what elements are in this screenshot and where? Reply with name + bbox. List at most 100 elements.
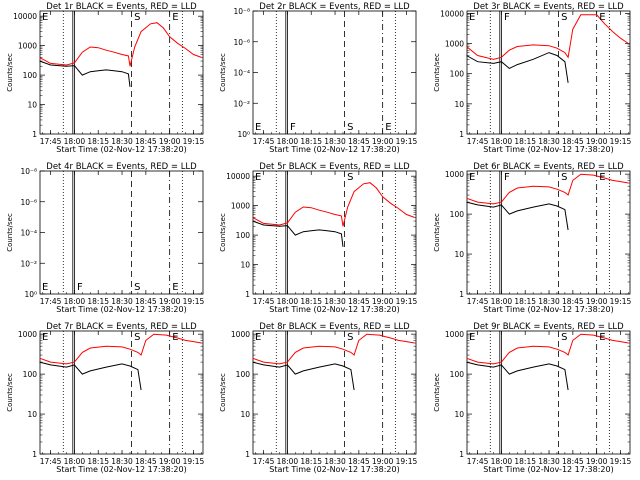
- x-axis-label: Start Time (02-Nov-12 17:38:20): [483, 305, 613, 314]
- x-tick-label: 19:00: [372, 297, 394, 306]
- x-tick-label: 19:15: [183, 297, 205, 306]
- x-tick-label: 18:45: [135, 297, 157, 306]
- phase-marker-s: S: [134, 332, 140, 343]
- lld-series-line: [39, 333, 202, 365]
- events-series-line: [252, 220, 344, 247]
- lld-series-line: [252, 333, 415, 365]
- x-tick-label: 18:30: [111, 457, 133, 466]
- phase-marker-e: E: [385, 122, 391, 133]
- phase-marker-e: E: [172, 12, 178, 23]
- phase-marker-s: S: [134, 282, 140, 293]
- y-axis-label: Counts/sec: [6, 53, 14, 92]
- x-axis-label: Start Time (02-Nov-12 17:38:20): [269, 145, 399, 154]
- y-tick-label: 1: [245, 290, 250, 299]
- plot-frame: [466, 170, 631, 295]
- x-tick-label: 18:00: [277, 457, 299, 466]
- y-tick-label: 10⁰: [237, 130, 250, 139]
- phase-marker-e: E: [255, 332, 261, 343]
- plot-frame: [466, 10, 631, 135]
- x-axis-label: Start Time (02-Nov-12 17:38:20): [269, 465, 399, 474]
- x-tick-label: 18:15: [87, 457, 109, 466]
- phase-marker-e: E: [469, 172, 475, 183]
- x-tick-label: 19:00: [159, 457, 181, 466]
- phase-marker-e: E: [599, 12, 605, 23]
- x-tick-label: 19:00: [159, 297, 181, 306]
- y-tick-label: 10: [454, 250, 464, 259]
- x-tick-label: 18:00: [491, 137, 513, 146]
- y-tick-label: 10: [240, 410, 250, 419]
- chart-title: Det 1r BLACK = Events, RED = LLD: [46, 2, 197, 12]
- chart-title: Det 5r BLACK = Events, RED = LLD: [259, 162, 410, 172]
- plot-frame: [39, 170, 204, 295]
- chart-title: Det 2r BLACK = Events, RED = LLD: [259, 2, 410, 12]
- phase-marker-s: S: [347, 172, 353, 183]
- y-tick-label: 1000: [445, 170, 464, 179]
- x-tick-label: 18:45: [348, 457, 370, 466]
- y-axis-label: Counts/sec: [433, 53, 441, 92]
- x-tick-label: 19:00: [586, 457, 608, 466]
- plot-frame: [39, 330, 204, 455]
- phase-marker-e: E: [172, 282, 178, 293]
- x-axis-label: Start Time (02-Nov-12 17:38:20): [483, 465, 613, 474]
- x-tick-label: 19:00: [372, 137, 394, 146]
- y-axis-label: Counts/sec: [6, 213, 14, 252]
- chart-title: Det 6r BLACK = Events, RED = LLD: [473, 162, 624, 172]
- x-tick-label: 17:45: [40, 457, 62, 466]
- y-tick-label: 1000: [231, 202, 250, 211]
- y-tick-label: 10: [27, 410, 37, 419]
- phase-marker-s: S: [347, 122, 353, 133]
- y-tick-label: 1: [459, 130, 464, 139]
- x-tick-label: 18:15: [87, 297, 109, 306]
- x-tick-label: 19:00: [586, 137, 608, 146]
- x-tick-label: 18:15: [514, 137, 536, 146]
- y-tick-label: 10⁻²: [20, 259, 37, 268]
- plot-frame: [252, 330, 417, 455]
- y-axis-label: Counts/sec: [6, 373, 14, 412]
- x-tick-label: 18:00: [491, 297, 513, 306]
- x-tick-label: 17:45: [40, 297, 62, 306]
- x-axis-label: Start Time (02-Nov-12 17:38:20): [56, 465, 186, 474]
- x-tick-label: 19:00: [372, 457, 394, 466]
- y-tick-label: 1000: [445, 330, 464, 339]
- x-tick-label: 18:30: [111, 137, 133, 146]
- phase-marker-s: S: [561, 12, 567, 23]
- y-tick-label: 1000: [18, 330, 37, 339]
- phase-marker-s: S: [347, 332, 353, 343]
- y-tick-label: 1: [32, 450, 37, 459]
- y-tick-label: 10⁰: [24, 290, 37, 299]
- x-tick-label: 18:00: [64, 137, 86, 146]
- y-tick-label: 1: [245, 450, 250, 459]
- y-tick-label: 100: [236, 231, 251, 240]
- y-tick-label: 1: [459, 450, 464, 459]
- y-tick-label: 10: [27, 101, 37, 110]
- y-tick-label: 10⁻⁶: [233, 38, 250, 47]
- x-tick-label: 18:30: [324, 297, 346, 306]
- x-tick-label: 18:15: [300, 137, 322, 146]
- y-tick-label: 10000: [226, 172, 250, 181]
- x-tick-label: 18:45: [562, 297, 584, 306]
- x-tick-label: 18:45: [135, 457, 157, 466]
- y-tick-label: 1000: [231, 330, 250, 339]
- x-tick-label: 18:15: [514, 297, 536, 306]
- x-tick-label: 19:15: [183, 457, 205, 466]
- y-axis-label: Counts/sec: [219, 213, 227, 252]
- x-tick-label: 18:45: [562, 457, 584, 466]
- y-tick-label: 10: [454, 100, 464, 109]
- y-tick-label: 10: [240, 261, 250, 270]
- x-tick-label: 18:30: [324, 457, 346, 466]
- y-tick-label: 100: [450, 370, 465, 379]
- chart-title: Det 4r BLACK = Events, RED = LLD: [46, 162, 197, 172]
- x-tick-label: 18:45: [348, 297, 370, 306]
- x-tick-label: 17:45: [253, 297, 275, 306]
- x-tick-label: 18:00: [64, 457, 86, 466]
- y-tick-label: 10⁻⁴: [20, 229, 37, 238]
- phase-marker-e: E: [255, 122, 261, 133]
- lld-series-line: [252, 182, 415, 227]
- x-tick-label: 18:15: [87, 137, 109, 146]
- events-series-line: [466, 52, 569, 83]
